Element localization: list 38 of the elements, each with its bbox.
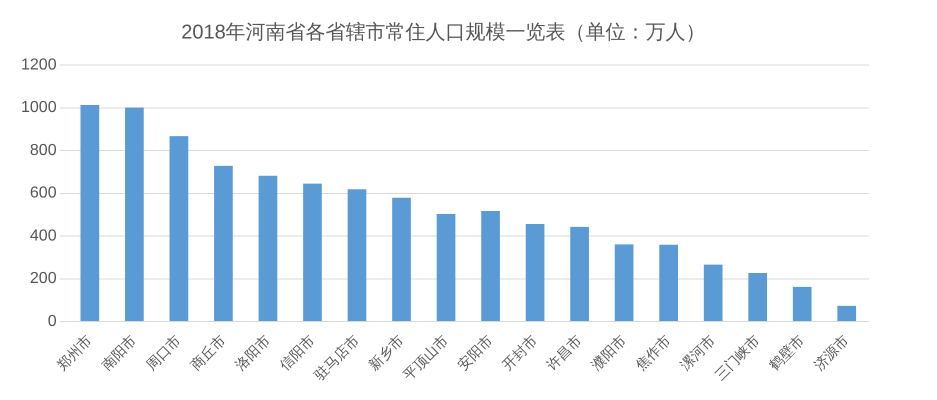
bar: [792, 286, 812, 322]
y-tick-label: 1000: [21, 99, 57, 116]
chart-title: 2018年河南省各省辖市常住人口规模一览表（单位：万人）: [181, 22, 706, 44]
x-tick-label: 许昌市: [543, 332, 584, 374]
x-tick-label: 开封市: [498, 332, 540, 374]
y-tick-label: 0: [48, 312, 57, 330]
bar: [214, 166, 233, 322]
bar: [303, 184, 322, 322]
x-tick-label: 南阳市: [98, 332, 140, 374]
bar: [170, 136, 188, 322]
y-tick-label: 600: [30, 184, 57, 202]
bar: [436, 214, 456, 322]
bar: [526, 224, 544, 322]
bar: [837, 306, 856, 322]
bar: [570, 226, 589, 322]
bar: [80, 104, 100, 322]
bar: [392, 198, 411, 322]
bar: [748, 272, 768, 322]
x-tick-label: 郑州市: [54, 332, 95, 374]
bar: [125, 108, 144, 322]
bar: [348, 189, 366, 322]
y-tick-label: 1200: [21, 56, 57, 74]
bar: [614, 244, 634, 322]
x-tick-label: 濮阳市: [588, 332, 629, 374]
bar: [659, 244, 678, 322]
x-tick-label: 商丘市: [187, 332, 228, 374]
x-tick-label: 焦作市: [632, 332, 674, 374]
x-tick-label: 鹤壁市: [766, 332, 808, 374]
y-tick-label: 800: [30, 142, 57, 159]
y-tick-label: 400: [30, 227, 57, 244]
x-tick-label: 洛阳市: [232, 332, 273, 374]
bar: [704, 264, 723, 322]
bar: [258, 176, 278, 322]
x-tick-label: 济源市: [810, 332, 852, 374]
x-tick-label: 安阳市: [454, 332, 496, 374]
x-tick-label: 周口市: [142, 332, 184, 374]
y-tick-label: 200: [30, 270, 57, 288]
bar: [481, 211, 500, 322]
